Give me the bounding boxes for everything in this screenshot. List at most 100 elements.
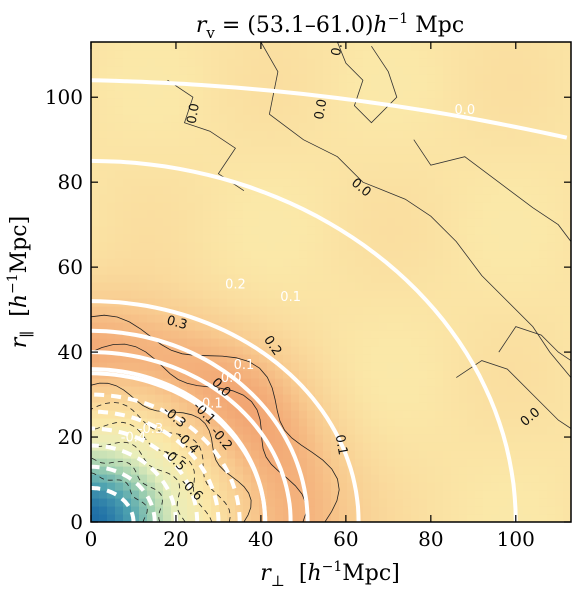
heatmap-cell [395, 218, 404, 227]
heatmap-cell [179, 490, 188, 499]
heatmap-cell [147, 306, 156, 315]
heatmap-cell [427, 290, 436, 299]
heatmap-cell [155, 482, 164, 491]
heatmap-cell [403, 138, 412, 147]
heatmap-cell [427, 282, 436, 291]
heatmap-cell [163, 66, 172, 75]
heatmap-cell [187, 138, 196, 147]
heatmap-cell [275, 98, 284, 107]
heatmap-cell [107, 402, 116, 411]
heatmap-cell [323, 42, 332, 51]
heatmap-cell [227, 458, 236, 467]
heatmap-cell [155, 266, 164, 275]
heatmap-cell [115, 170, 124, 179]
heatmap-cell [267, 58, 276, 67]
heatmap-cell [115, 114, 124, 123]
heatmap-cell [347, 330, 356, 339]
heatmap-cell [283, 114, 292, 123]
heatmap-cell [187, 386, 196, 395]
heatmap-cell [475, 242, 484, 251]
heatmap-cell [331, 410, 340, 419]
data-contour-label: 0.0 [329, 34, 347, 57]
heatmap-cell [539, 186, 548, 195]
heatmap-cell [91, 170, 100, 179]
heatmap-cell [227, 274, 236, 283]
heatmap-cell [371, 362, 380, 371]
heatmap-cell [307, 418, 316, 427]
heatmap-cell [107, 234, 116, 243]
heatmap-cell [243, 178, 252, 187]
heatmap-cell [99, 482, 108, 491]
heatmap-cell [219, 122, 228, 131]
heatmap-cell [267, 90, 276, 99]
model-contour-line [91, 350, 293, 522]
heatmap-cell [467, 266, 476, 275]
heatmap-cell [283, 466, 292, 475]
heatmap-cell [195, 378, 204, 387]
heatmap-cell [315, 234, 324, 243]
heatmap-cell [187, 250, 196, 259]
heatmap-cell [419, 250, 428, 259]
heatmap-cell [179, 234, 188, 243]
heatmap-cell [395, 458, 404, 467]
heatmap-cell [419, 402, 428, 411]
heatmap-cell [307, 362, 316, 371]
heatmap-cell [427, 138, 436, 147]
heatmap-cell [371, 138, 380, 147]
heatmap-cell [555, 186, 564, 195]
heatmap-cell [315, 210, 324, 219]
heatmap-cell [403, 362, 412, 371]
heatmap-cell [275, 50, 284, 59]
heatmap-cell [555, 386, 564, 395]
heatmap-cell [347, 250, 356, 259]
heatmap-cell [363, 426, 372, 435]
heatmap-cell [443, 338, 452, 347]
heatmap-cell [539, 450, 548, 459]
heatmap-cell [163, 226, 172, 235]
heatmap-cell [107, 362, 116, 371]
heatmap-cell [115, 506, 124, 515]
heatmap-cell [243, 114, 252, 123]
heatmap-cell [371, 290, 380, 299]
heatmap-cell [155, 146, 164, 155]
heatmap-cell [411, 434, 420, 443]
heatmap-cell [243, 234, 252, 243]
heatmap-cell [323, 426, 332, 435]
heatmap-cell [483, 482, 492, 491]
heatmap-cell [147, 450, 156, 459]
ylabel-unit-h: h [7, 294, 32, 308]
heatmap-cell [123, 290, 132, 299]
heatmap-cell [475, 306, 484, 315]
heatmap-cell [499, 338, 508, 347]
heatmap-cell [115, 58, 124, 67]
heatmap-cell [307, 58, 316, 67]
heatmap-cell [115, 266, 124, 275]
heatmap-cell [427, 82, 436, 91]
heatmap-cell [115, 154, 124, 163]
heatmap-cell [171, 154, 180, 163]
heatmap-cell [115, 338, 124, 347]
heatmap-cell [171, 218, 180, 227]
heatmap-cell [443, 154, 452, 163]
heatmap-cell [235, 346, 244, 355]
heatmap-cell [547, 50, 556, 59]
heatmap-cell [251, 122, 260, 131]
heatmap-cell [163, 506, 172, 515]
heatmap-cell [203, 394, 212, 403]
heatmap-cell [483, 322, 492, 331]
heatmap-cell [99, 434, 108, 443]
heatmap-cell [563, 362, 571, 371]
heatmap-cell [187, 154, 196, 163]
heatmap-cell [251, 298, 260, 307]
heatmap-cell [315, 434, 324, 443]
heatmap-cell [443, 178, 452, 187]
heatmap-cell [123, 90, 132, 99]
heatmap-cell [411, 154, 420, 163]
heatmap-cell [243, 250, 252, 259]
heatmap-cell [515, 250, 524, 259]
heatmap-cell [195, 466, 204, 475]
heatmap-cell [339, 50, 348, 59]
heatmap-cell [323, 490, 332, 499]
heatmap-cell [451, 322, 460, 331]
heatmap-cell [283, 274, 292, 283]
